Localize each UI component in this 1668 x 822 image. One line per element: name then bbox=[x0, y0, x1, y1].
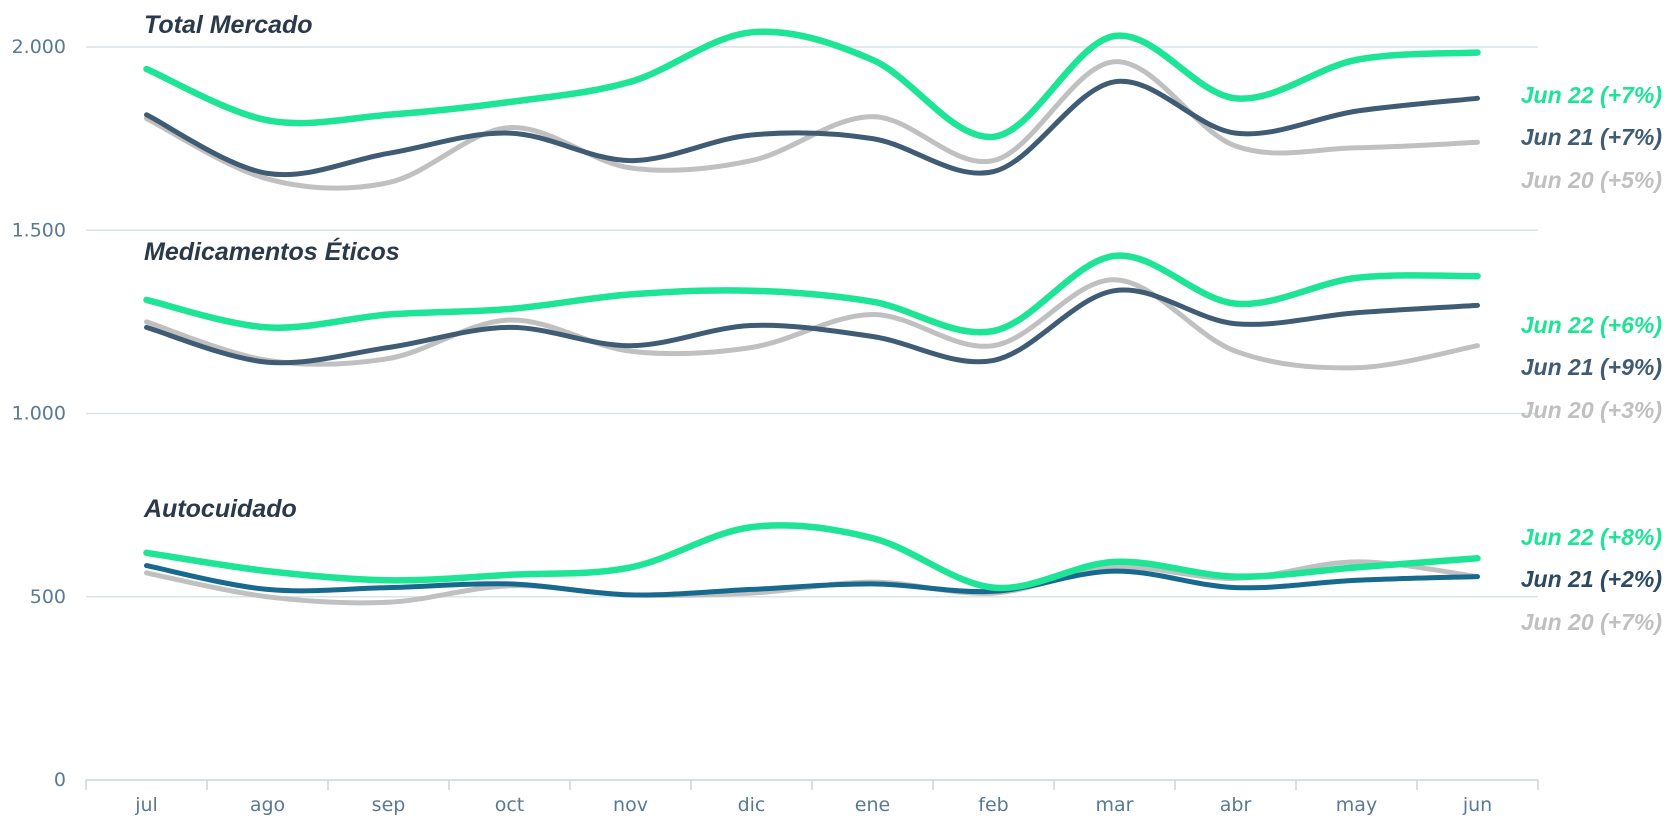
x-tick-label: sep bbox=[372, 794, 406, 816]
group-title: Medicamentos Éticos bbox=[144, 237, 400, 266]
group-title: Autocuidado bbox=[143, 495, 297, 523]
series-end-label: Jun 20 (+5%) bbox=[1521, 167, 1662, 193]
series-end-label: Jun 20 (+3%) bbox=[1521, 397, 1662, 423]
gridlines bbox=[86, 46, 1538, 598]
series-lines bbox=[143, 28, 1481, 606]
group-titles: Total Mercado Medicamentos Éticos Autocuid… bbox=[143, 11, 400, 523]
y-tick-label: 1.000 bbox=[12, 403, 66, 425]
x-tick-label: may bbox=[1336, 794, 1377, 816]
y-tick-label: 500 bbox=[30, 586, 66, 608]
x-tick-label: jul bbox=[134, 794, 158, 816]
x-tick-label: feb bbox=[978, 794, 1008, 816]
series-line-jun21 bbox=[144, 287, 1480, 366]
series-line-jun21 bbox=[144, 78, 1480, 178]
series-end-label: Jun 20 (+7%) bbox=[1521, 609, 1662, 635]
series-line-jun20 bbox=[144, 59, 1480, 191]
x-axis: jul ago sep oct nov dic ene feb mar abr may jun bbox=[85, 779, 1539, 816]
x-tick-label: jun bbox=[1462, 794, 1492, 816]
series-end-label: Jun 21 (+9%) bbox=[1521, 354, 1662, 380]
x-tick-label: dic bbox=[738, 794, 766, 816]
series-end-label: Jun 22 (+6%) bbox=[1521, 312, 1662, 338]
series-line-jun21_alt bbox=[144, 563, 1480, 598]
series-line-jun22 bbox=[143, 252, 1481, 336]
x-tick-label: abr bbox=[1220, 794, 1252, 816]
x-tick-label: oct bbox=[495, 794, 525, 816]
x-tick-label: nov bbox=[613, 794, 648, 816]
x-tick-label: mar bbox=[1096, 794, 1134, 816]
series-line-jun22 bbox=[143, 28, 1481, 141]
series-end-label: Jun 22 (+8%) bbox=[1521, 524, 1662, 550]
x-tick-label: ago bbox=[250, 794, 285, 816]
x-tick-label: ene bbox=[855, 794, 890, 816]
y-tick-label: 1.500 bbox=[12, 219, 66, 241]
series-end-label: Jun 21 (+2%) bbox=[1521, 566, 1662, 592]
series-line-jun20 bbox=[144, 277, 1480, 371]
series-end-label: Jun 21 (+7%) bbox=[1521, 124, 1662, 150]
y-tick-label: 0 bbox=[54, 769, 66, 791]
y-tick-label: 2.000 bbox=[12, 36, 66, 58]
series-end-label: Jun 22 (+7%) bbox=[1521, 82, 1662, 108]
series-line-jun22 bbox=[143, 522, 1481, 592]
end-labels: Jun 22 (+7%) Jun 21 (+7%) Jun 20 (+5%) Jun … bbox=[1521, 82, 1662, 635]
y-axis: 0 500 1.000 1.500 2.000 bbox=[12, 36, 66, 791]
group-title: Total Mercado bbox=[144, 11, 313, 39]
